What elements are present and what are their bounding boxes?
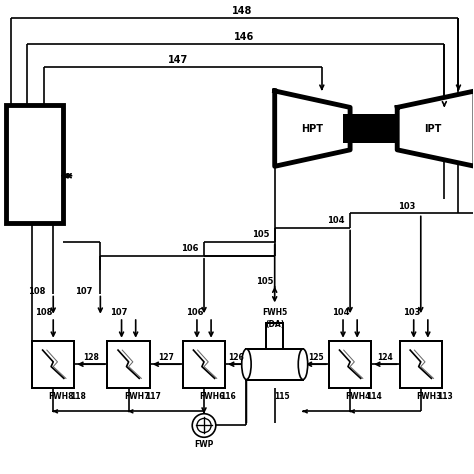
Bar xyxy=(32,341,74,388)
Ellipse shape xyxy=(242,349,251,380)
Ellipse shape xyxy=(298,349,308,380)
Text: 105: 105 xyxy=(252,230,269,239)
Text: HPT: HPT xyxy=(301,124,323,134)
Bar xyxy=(246,349,303,380)
Circle shape xyxy=(197,419,211,433)
Text: 113: 113 xyxy=(438,392,453,401)
Text: (DA): (DA) xyxy=(265,319,284,328)
Text: 126: 126 xyxy=(228,353,244,362)
Text: 105: 105 xyxy=(256,277,274,286)
Text: 116: 116 xyxy=(220,392,236,401)
Text: 108: 108 xyxy=(28,287,46,296)
Text: 108: 108 xyxy=(35,308,53,317)
Text: 148: 148 xyxy=(231,6,252,16)
Bar xyxy=(400,341,442,388)
Text: 103: 103 xyxy=(398,202,415,211)
Text: IPT: IPT xyxy=(424,124,441,134)
Bar xyxy=(183,341,225,388)
Text: 124: 124 xyxy=(378,353,393,362)
Text: 147: 147 xyxy=(168,55,188,65)
Text: FWH5: FWH5 xyxy=(262,308,287,317)
Text: 127: 127 xyxy=(158,353,174,362)
Circle shape xyxy=(192,414,216,438)
Text: 118: 118 xyxy=(70,392,86,401)
Text: 128: 128 xyxy=(83,353,99,362)
Text: 106: 106 xyxy=(186,308,203,317)
Text: 103: 103 xyxy=(403,308,420,317)
Text: 117: 117 xyxy=(145,392,161,401)
Bar xyxy=(329,341,371,388)
Text: 104: 104 xyxy=(327,216,345,225)
Text: 106: 106 xyxy=(181,244,199,253)
Bar xyxy=(266,323,283,349)
Text: 115: 115 xyxy=(274,392,290,401)
Polygon shape xyxy=(397,91,474,166)
Text: FWH8: FWH8 xyxy=(48,392,74,401)
Text: FWH7: FWH7 xyxy=(124,392,149,401)
Text: 125: 125 xyxy=(308,353,324,362)
Bar xyxy=(108,341,150,388)
Text: 107: 107 xyxy=(110,308,128,317)
Polygon shape xyxy=(275,91,350,166)
Text: FWH4: FWH4 xyxy=(346,392,371,401)
Text: FWH3: FWH3 xyxy=(416,392,441,401)
Text: 114: 114 xyxy=(366,392,383,401)
Text: 104: 104 xyxy=(332,308,349,317)
Text: 107: 107 xyxy=(75,287,92,296)
Text: 146: 146 xyxy=(234,32,254,42)
Text: FWP: FWP xyxy=(194,440,214,449)
Text: FWH6: FWH6 xyxy=(199,392,225,401)
Bar xyxy=(343,115,397,143)
Bar xyxy=(6,105,63,223)
